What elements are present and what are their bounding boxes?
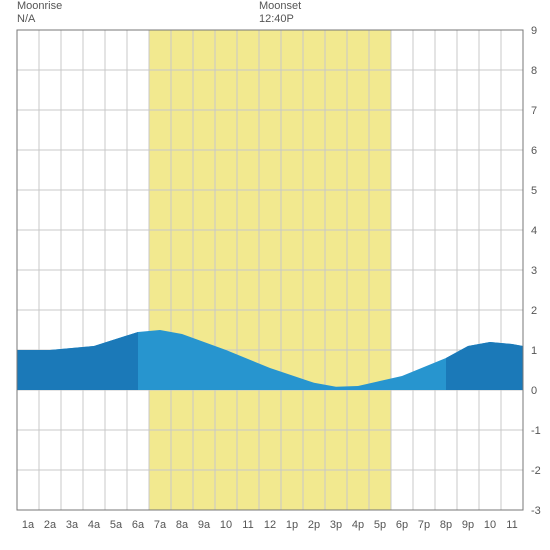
moonset-value: 12:40P (259, 13, 301, 26)
tide-chart: Moonrise N/A Moonset 12:40P -3-2-1012345… (0, 0, 550, 550)
y-tick-label: 1 (531, 345, 537, 357)
x-tick-label: 2a (44, 519, 57, 531)
x-tick-label: 9a (198, 519, 211, 531)
x-tick-label: 1p (286, 519, 298, 531)
moonrise-label: Moonrise (17, 0, 62, 13)
y-tick-label: 8 (531, 65, 537, 77)
x-tick-label: 11 (242, 519, 253, 531)
y-tick-label: 5 (531, 185, 537, 197)
y-tick-label: -1 (531, 425, 541, 437)
x-tick-label: 5p (374, 519, 386, 531)
x-tick-label: 4a (88, 519, 101, 531)
y-tick-label: 4 (531, 225, 537, 237)
x-tick-label: 4p (352, 519, 364, 531)
moonset-block: Moonset 12:40P (259, 0, 301, 26)
x-tick-label: 7p (418, 519, 430, 531)
x-tick-label: 3p (330, 519, 342, 531)
chart-svg: -3-2-101234567891a2a3a4a5a6a7a8a9a101112… (0, 0, 550, 550)
x-tick-label: 2p (308, 519, 320, 531)
y-tick-label: -3 (531, 505, 541, 517)
chart-header: Moonrise N/A Moonset 12:40P (0, 0, 550, 28)
moonrise-value: N/A (17, 13, 62, 26)
x-tick-label: 7a (154, 519, 167, 531)
y-tick-label: -2 (531, 465, 541, 477)
x-tick-label: 3a (66, 519, 79, 531)
x-tick-label: 10 (484, 519, 496, 531)
y-tick-label: 2 (531, 305, 537, 317)
x-tick-label: 6p (396, 519, 408, 531)
x-tick-label: 1a (22, 519, 35, 531)
moonset-label: Moonset (259, 0, 301, 13)
x-tick-label: 8p (440, 519, 452, 531)
x-tick-label: 8a (176, 519, 189, 531)
y-tick-label: 7 (531, 105, 537, 117)
x-tick-label: 12 (264, 519, 276, 531)
x-tick-label: 5a (110, 519, 123, 531)
x-tick-label: 11 (506, 519, 517, 531)
x-tick-label: 9p (462, 519, 474, 531)
y-tick-label: 3 (531, 265, 537, 277)
x-tick-label: 6a (132, 519, 145, 531)
moonrise-block: Moonrise N/A (17, 0, 62, 26)
x-tick-label: 10 (220, 519, 232, 531)
y-tick-label: 0 (531, 385, 537, 397)
y-tick-label: 6 (531, 145, 537, 157)
